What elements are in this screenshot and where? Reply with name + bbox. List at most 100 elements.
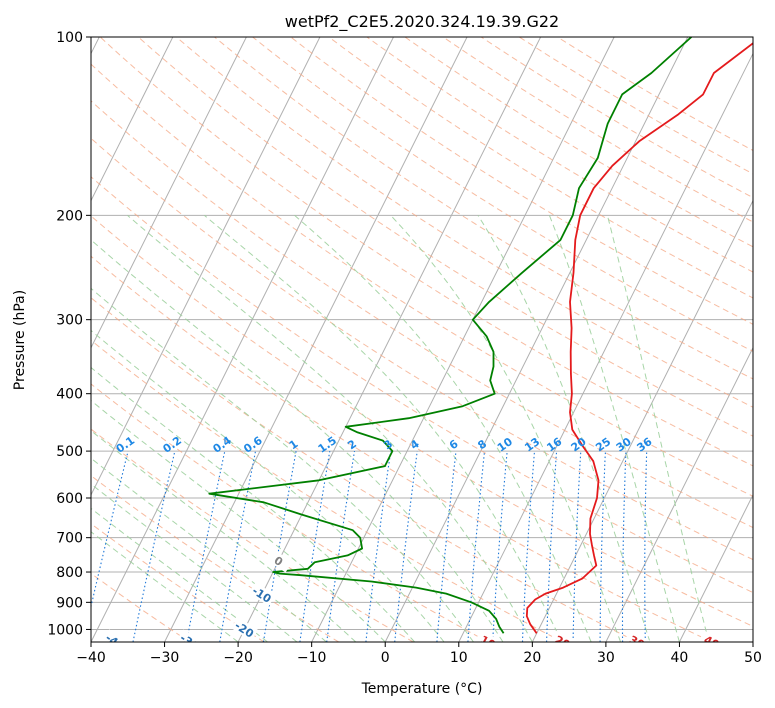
y-tick-label: 800 (56, 565, 83, 581)
dry-adiabat-label: 40 (702, 633, 722, 652)
x-axis-ticks: −40 −30 −20 −10 0 10 20 30 40 50 (76, 642, 762, 666)
moist-adiabat-line (548, 215, 680, 642)
pressure-gridlines (91, 37, 753, 630)
dry-adiabat-line (91, 383, 489, 642)
dry-adiabat-line (328, 37, 753, 299)
dry-adiabat-line (91, 297, 638, 642)
dry-adiabat-line (91, 255, 713, 642)
dry-adiabat-line (252, 37, 753, 352)
mixing-ratio-line (219, 450, 257, 642)
isotherm-line (605, 346, 753, 642)
dry-adiabat-line (91, 523, 265, 642)
y-tick-label: 700 (56, 531, 83, 547)
x-tick-label: −20 (223, 650, 253, 666)
y-tick-label: 500 (56, 444, 83, 460)
mixing-ratio-line (394, 451, 418, 642)
mixing-ratio-label: 1 (287, 437, 301, 452)
x-tick-label: 10 (450, 650, 468, 666)
mixing-ratio-line (132, 450, 176, 642)
dry-adiabat-label-bg (265, 548, 293, 573)
mixing-ratio-line (436, 451, 457, 642)
dry-adiabat-line (557, 37, 753, 152)
y-tick-label: 400 (56, 387, 83, 403)
isotherm-line (531, 199, 753, 642)
dry-adiabat-line (91, 428, 414, 642)
isotherm-line (91, 37, 247, 349)
x-tick-label: −40 (76, 650, 106, 666)
moist-adiabat-line (390, 214, 622, 642)
isotherms (91, 37, 753, 642)
x-tick-label: 20 (523, 650, 541, 666)
moist-adiabat-line (91, 457, 327, 642)
dry-adiabat-line (99, 37, 753, 467)
isotherm-line (91, 37, 321, 497)
dry-adiabat-line (137, 37, 753, 437)
isotherm-line (752, 640, 753, 642)
dry-adiabat-line (404, 37, 753, 248)
moist-adiabat-line (203, 214, 563, 642)
dry-adiabat-line (91, 475, 340, 642)
dry-adiabats (91, 37, 753, 642)
moist-adiabat-line (91, 531, 239, 642)
plot-frame (90, 36, 754, 643)
temperature-profile-line (525, 42, 753, 634)
moist-adiabat-line (91, 366, 415, 642)
dry-adiabat-label: 20 (553, 633, 573, 652)
mixing-ratio-line (365, 451, 392, 642)
x-tick-label: −30 (150, 650, 180, 666)
isotherm-line (237, 37, 542, 642)
dry-adiabat-line (91, 100, 753, 529)
y-tick-label: 200 (56, 208, 83, 224)
dry-adiabat-line (91, 137, 753, 561)
x-tick-label: 0 (381, 650, 390, 666)
y-axis-ticks: 100 200 300 400 500 600 700 800 900 1000 (47, 30, 91, 638)
dry-adiabat-label: -40 (103, 631, 127, 653)
mixing-ratio-label: 0.1 (114, 434, 137, 456)
x-axis-label: Temperature (°C) (361, 681, 483, 697)
dry-adiabat-line (91, 339, 563, 642)
dry-adiabat-line (290, 37, 753, 325)
x-tick-label: −10 (297, 650, 327, 666)
dry-adiabat-label-bg (231, 617, 259, 641)
dry-adiabat-line (91, 63, 753, 497)
y-tick-label: 300 (56, 313, 83, 329)
mixing-ratio-line (621, 451, 627, 642)
mixing-ratio-line (644, 451, 648, 642)
dry-adiabat-line (176, 37, 753, 408)
mixing-ratio-lines (91, 450, 648, 642)
dry-adiabat-line (442, 37, 753, 223)
chart-title: wetPf2_C2E5.2020.324.19.39.G22 (285, 12, 559, 32)
mixing-ratio-line (599, 451, 607, 642)
isotherm-line (384, 37, 689, 642)
isotherm-line (678, 493, 753, 642)
moist-adiabats (91, 214, 710, 642)
dry-adiabat-line (91, 176, 753, 594)
moist-adiabat-line (91, 483, 298, 642)
dry-adiabat-label: 10 (478, 633, 498, 652)
mixing-ratio-label: 1.5 (316, 434, 339, 456)
mixing-ratio-line (326, 451, 356, 642)
y-tick-label: 100 (56, 30, 83, 46)
x-tick-label: 40 (671, 650, 689, 666)
y-tick-label: 1000 (47, 622, 83, 638)
mixing-ratio-label: 2 (345, 437, 359, 452)
moist-adiabat-line (127, 214, 533, 642)
isotherm-line (91, 37, 394, 642)
isotherm-line (164, 37, 468, 642)
mixing-ratio-label: 0.2 (161, 434, 184, 456)
moist-adiabat-line (91, 400, 386, 642)
moist-adiabat-line (91, 507, 268, 642)
isotherm-line (458, 52, 753, 642)
mixing-ratio-line (546, 451, 558, 642)
moist-adiabat-line (477, 215, 651, 642)
dry-adiabat-label-bg (248, 582, 276, 607)
mixing-ratio-label: 8 (475, 437, 489, 452)
moist-adiabat-line (294, 214, 592, 642)
y-axis-label: Pressure (hPa) (12, 290, 28, 390)
mixing-ratio-line (299, 451, 331, 642)
x-tick-label: 30 (597, 650, 615, 666)
mixing-ratio-line (186, 450, 226, 642)
x-tick-label: 50 (744, 650, 762, 666)
dry-adiabat-label: -30 (178, 631, 202, 653)
